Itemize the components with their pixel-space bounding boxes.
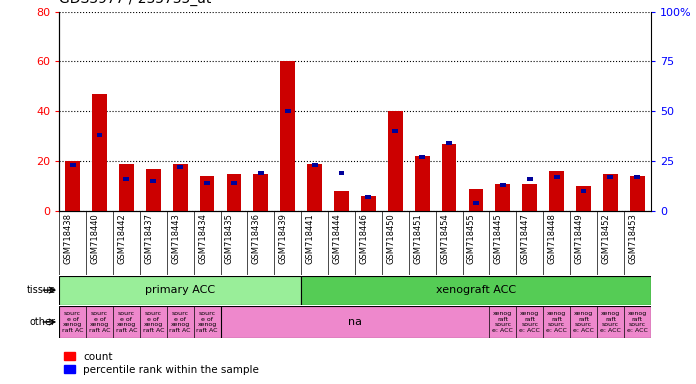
Bar: [177, 166, 183, 169]
Text: GSM718441: GSM718441: [306, 213, 315, 264]
Text: tissue: tissue: [26, 285, 56, 295]
Text: GSM718440: GSM718440: [90, 213, 100, 264]
Bar: [500, 184, 506, 187]
Bar: [496, 184, 510, 211]
Bar: [608, 175, 613, 179]
Bar: [473, 201, 479, 205]
Bar: [393, 129, 398, 133]
Text: GSM718455: GSM718455: [467, 213, 476, 264]
Bar: [253, 174, 268, 211]
Text: other: other: [30, 317, 56, 327]
Bar: [549, 171, 564, 211]
Bar: [338, 171, 345, 175]
Bar: [285, 109, 291, 113]
Text: xenog
raft
sourc
e: ACC: xenog raft sourc e: ACC: [600, 311, 621, 333]
Bar: [446, 141, 452, 145]
Text: sourc
e of
xenog
raft AC: sourc e of xenog raft AC: [169, 311, 191, 333]
Bar: [554, 175, 560, 179]
Text: GSM718434: GSM718434: [198, 213, 207, 264]
Text: xenog
raft
sourc
e: ACC: xenog raft sourc e: ACC: [546, 311, 567, 333]
Text: sourc
e of
xenog
raft AC: sourc e of xenog raft AC: [143, 311, 164, 333]
Text: GSM718454: GSM718454: [440, 213, 449, 264]
Text: na: na: [348, 317, 362, 327]
Text: GSM718438: GSM718438: [63, 213, 72, 264]
Bar: [634, 175, 640, 179]
Text: sourc
e of
xenog
raft AC: sourc e of xenog raft AC: [196, 311, 218, 333]
Bar: [123, 177, 129, 181]
Text: xenog
raft
sourc
e: ACC: xenog raft sourc e: ACC: [627, 311, 648, 333]
Legend: count, percentile rank within the sample: count, percentile rank within the sample: [64, 352, 259, 375]
Bar: [146, 169, 161, 211]
Bar: [173, 164, 187, 211]
Text: GSM718435: GSM718435: [225, 213, 234, 264]
Text: GSM718445: GSM718445: [494, 213, 503, 264]
Text: GSM718443: GSM718443: [171, 213, 180, 264]
Bar: [307, 164, 322, 211]
Bar: [119, 164, 134, 211]
Bar: [312, 164, 317, 167]
Text: sourc
e of
xenog
raft AC: sourc e of xenog raft AC: [116, 311, 137, 333]
Bar: [65, 161, 80, 211]
Text: GSM718448: GSM718448: [548, 213, 557, 264]
Bar: [442, 144, 457, 211]
Bar: [334, 191, 349, 211]
Text: GSM718446: GSM718446: [359, 213, 368, 264]
Text: sourc
e of
xenog
raft AC: sourc e of xenog raft AC: [89, 311, 110, 333]
Bar: [603, 174, 618, 211]
Bar: [280, 61, 295, 211]
Text: GSM718436: GSM718436: [252, 213, 261, 264]
Text: GSM718449: GSM718449: [574, 213, 583, 264]
Text: xenograft ACC: xenograft ACC: [436, 285, 516, 295]
Bar: [204, 181, 210, 185]
Bar: [523, 184, 537, 211]
Bar: [361, 196, 376, 211]
Text: GSM718442: GSM718442: [118, 213, 127, 264]
Bar: [301, 276, 651, 305]
Bar: [59, 276, 301, 305]
Bar: [365, 195, 372, 199]
Text: xenog
raft
sourc
e: ACC: xenog raft sourc e: ACC: [573, 311, 594, 333]
Bar: [576, 186, 591, 211]
Bar: [388, 111, 403, 211]
Bar: [258, 171, 264, 175]
Text: GSM718437: GSM718437: [144, 213, 153, 264]
Text: xenog
raft
sourc
e: ACC: xenog raft sourc e: ACC: [493, 311, 513, 333]
Text: xenog
raft
sourc
e: ACC: xenog raft sourc e: ACC: [519, 311, 540, 333]
Text: GSM718444: GSM718444: [333, 213, 342, 264]
Bar: [92, 94, 107, 211]
Bar: [97, 134, 102, 137]
Text: sourc
e of
xenog
raft AC: sourc e of xenog raft AC: [62, 311, 84, 333]
Bar: [150, 179, 156, 183]
Bar: [580, 189, 587, 193]
Bar: [468, 189, 483, 211]
Text: GSM718453: GSM718453: [628, 213, 638, 264]
Bar: [231, 181, 237, 185]
Text: GSM718450: GSM718450: [386, 213, 395, 264]
Text: GSM718451: GSM718451: [413, 213, 422, 264]
Text: primary ACC: primary ACC: [145, 285, 215, 295]
Bar: [200, 176, 214, 211]
Text: GSM718439: GSM718439: [278, 213, 287, 264]
Bar: [527, 177, 532, 181]
Text: GSM718452: GSM718452: [601, 213, 610, 264]
Bar: [70, 164, 76, 167]
Text: GSM718447: GSM718447: [521, 213, 530, 264]
Bar: [415, 156, 429, 211]
Bar: [419, 156, 425, 159]
Bar: [630, 176, 644, 211]
Bar: [227, 174, 242, 211]
Text: GDS3977 / 235735_at: GDS3977 / 235735_at: [59, 0, 212, 5]
